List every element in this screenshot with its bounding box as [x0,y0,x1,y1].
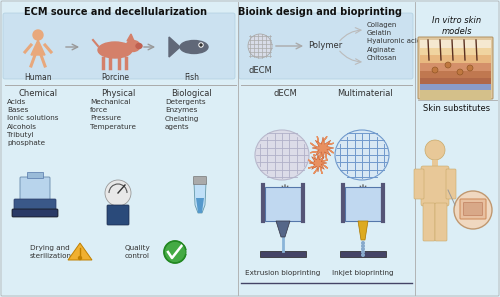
FancyBboxPatch shape [420,40,491,48]
FancyBboxPatch shape [460,199,486,219]
FancyBboxPatch shape [107,205,129,225]
Polygon shape [358,221,368,240]
Polygon shape [169,37,180,57]
Circle shape [454,191,492,229]
Ellipse shape [126,40,140,51]
Text: Acids
Bases
Ionic solutions
Alcohols
Tributyl
phosphate: Acids Bases Ionic solutions Alcohols Tri… [7,99,59,146]
Circle shape [362,242,364,244]
Ellipse shape [248,34,272,58]
FancyBboxPatch shape [435,203,447,241]
Text: In vitro skin
models: In vitro skin models [432,16,482,37]
Circle shape [467,65,473,71]
Text: Multimaterial: Multimaterial [337,89,393,98]
Text: Porcine: Porcine [101,73,129,82]
FancyBboxPatch shape [265,187,301,221]
FancyBboxPatch shape [420,78,491,84]
Text: Mechanical
force
Pressure
Temperature: Mechanical force Pressure Temperature [90,99,136,130]
FancyBboxPatch shape [345,187,381,221]
FancyBboxPatch shape [239,13,413,79]
Polygon shape [276,221,290,237]
Text: Quality
control: Quality control [125,245,151,259]
FancyBboxPatch shape [3,13,235,79]
Circle shape [457,69,463,75]
Circle shape [33,30,43,40]
FancyBboxPatch shape [432,160,438,168]
Polygon shape [68,243,92,260]
Polygon shape [196,198,204,213]
Ellipse shape [255,130,309,180]
Circle shape [362,251,364,253]
Text: Fish: Fish [184,73,200,82]
FancyBboxPatch shape [27,172,43,178]
Text: Skin substitutes: Skin substitutes [424,104,490,113]
FancyBboxPatch shape [340,251,386,257]
Text: Extrusion bioprinting: Extrusion bioprinting [246,270,320,276]
Polygon shape [127,34,134,41]
Circle shape [445,62,451,68]
Polygon shape [31,40,45,55]
FancyBboxPatch shape [12,209,58,217]
Circle shape [362,248,364,250]
Text: Drying and
sterilization: Drying and sterilization [30,245,72,259]
FancyBboxPatch shape [446,169,456,199]
Circle shape [432,67,438,73]
Text: Chemical: Chemical [18,89,58,98]
Ellipse shape [180,40,208,53]
Text: Detergents
Enzymes
Chelating
agents: Detergents Enzymes Chelating agents [165,99,205,130]
Text: Human: Human [24,73,52,82]
Polygon shape [312,137,334,159]
FancyBboxPatch shape [420,84,491,90]
Text: Polymer: Polymer [308,42,342,50]
Circle shape [200,44,202,46]
FancyBboxPatch shape [418,37,493,99]
FancyBboxPatch shape [420,71,491,78]
FancyBboxPatch shape [464,203,482,216]
Ellipse shape [136,43,142,48]
FancyBboxPatch shape [414,169,424,199]
FancyBboxPatch shape [421,166,449,206]
Polygon shape [309,154,327,172]
FancyBboxPatch shape [194,176,206,184]
Circle shape [362,254,364,256]
Circle shape [164,241,186,263]
FancyBboxPatch shape [20,177,50,201]
Circle shape [105,180,131,206]
Circle shape [425,140,445,160]
FancyBboxPatch shape [420,55,491,63]
FancyBboxPatch shape [423,203,435,241]
FancyBboxPatch shape [420,90,491,100]
FancyBboxPatch shape [260,251,306,257]
Ellipse shape [98,42,132,58]
Ellipse shape [335,130,389,180]
FancyBboxPatch shape [420,48,491,55]
Text: ECM source and decellularization: ECM source and decellularization [24,7,206,17]
Polygon shape [194,183,206,213]
Circle shape [199,43,203,47]
Circle shape [78,257,82,260]
Text: Biological: Biological [172,89,212,98]
FancyBboxPatch shape [14,199,56,211]
Text: dECM: dECM [248,66,272,75]
Text: Collagen
Gelatin
Hyaluronic acid
Alginate
Chitosan: Collagen Gelatin Hyaluronic acid Alginat… [367,22,421,61]
Text: Bioink design and bioprinting: Bioink design and bioprinting [238,7,402,17]
Text: Physical: Physical [101,89,135,98]
Text: Inkjet bioprinting: Inkjet bioprinting [332,270,394,276]
FancyBboxPatch shape [420,63,491,71]
Circle shape [362,245,364,247]
Text: dECM: dECM [273,89,297,98]
